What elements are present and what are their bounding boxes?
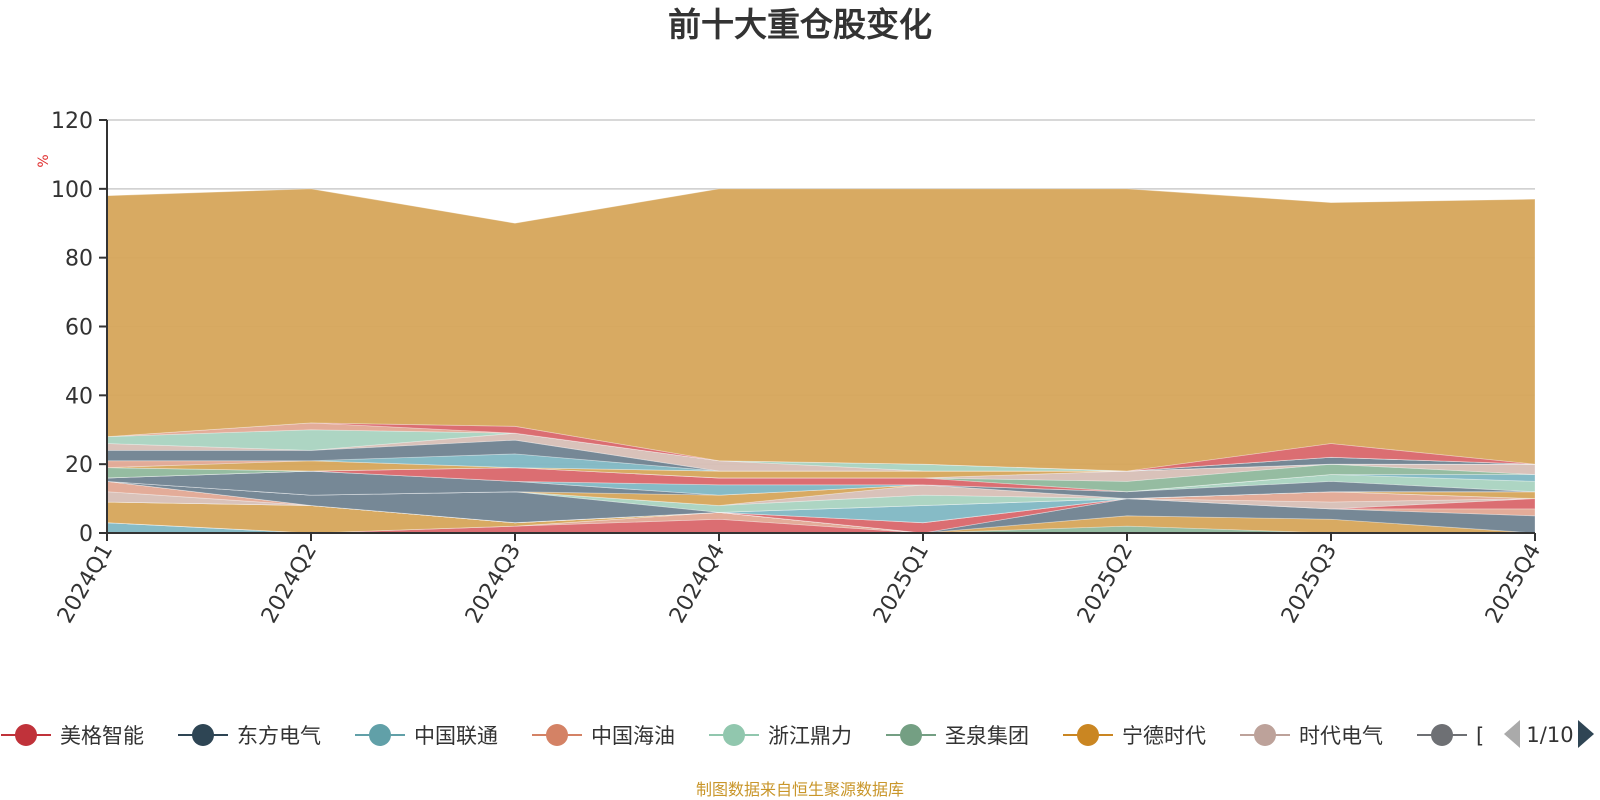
legend-item-2[interactable]: 中国联通 [355, 724, 498, 748]
x-tick-label-2025Q2: 2025Q2 [1073, 540, 1138, 628]
legend-marker-icon [1254, 724, 1276, 746]
legend-label: 美格智能 [60, 724, 144, 748]
y-tick-label-120: 120 [51, 109, 93, 134]
x-tick-label-2025Q3: 2025Q3 [1277, 540, 1342, 628]
x-tick-label-2025Q1: 2025Q1 [869, 540, 934, 628]
y-tick-label-40: 40 [65, 384, 93, 409]
area-series-18 [106, 470, 1536, 496]
chart-title: 前十大重仓股变化 [668, 5, 932, 44]
legend-item-5[interactable]: 圣泉集团 [886, 724, 1029, 748]
area-series-27 [106, 429, 1536, 472]
area-series-14 [106, 480, 1535, 506]
legend-marker-icon [1431, 724, 1453, 746]
area-series-6 [106, 498, 1536, 534]
area-series-30 [106, 188, 1536, 472]
legend-marker-icon [369, 724, 391, 746]
legend-label: 时代电气 [1299, 724, 1383, 748]
area-series-12 [106, 480, 1535, 524]
y-tick-label-60: 60 [65, 316, 93, 341]
legend-marker-icon [192, 724, 214, 746]
legend-label: 圣泉集团 [945, 724, 1029, 748]
x-tick-label-2025Q4: 2025Q4 [1481, 540, 1546, 628]
y-axis-unit-label: % [36, 154, 52, 167]
data-source-note: 制图数据来自恒生聚源数据库 [696, 780, 904, 799]
legend-page-indicator: 1/10 [1526, 723, 1573, 747]
legend-label: 浙江鼎力 [768, 724, 852, 748]
legend-marker-icon [15, 724, 37, 746]
x-tick-label-2024Q1: 2024Q1 [53, 540, 118, 628]
legend: 美格智能 东方电气 中国联通 中国海油 浙江鼎力 圣泉集团 宁德时代 时代电气 [ [1, 724, 1484, 748]
area-series-7 [106, 498, 1536, 534]
x-tick-label-2024Q2: 2024Q2 [257, 540, 322, 628]
x-tick-label-2024Q3: 2024Q3 [461, 540, 526, 628]
area-series-5 [106, 498, 1536, 534]
area-series-13 [106, 480, 1535, 513]
area-series-group [106, 188, 1536, 534]
y-tick-label-20: 20 [65, 453, 93, 478]
legend-label: 东方电气 [237, 724, 321, 748]
x-tick-label-2024Q4: 2024Q4 [665, 540, 730, 628]
legend-marker-icon [1077, 724, 1099, 746]
legend-next-page-arrow-icon[interactable] [1578, 720, 1594, 748]
area-series-9 [106, 480, 1536, 524]
area-series-16 [106, 470, 1536, 499]
area-series-11 [106, 480, 1536, 524]
legend-item-4[interactable]: 浙江鼎力 [709, 724, 852, 748]
legend-item-1[interactable]: 东方电气 [178, 724, 321, 748]
legend-pager: 1/10 [1504, 720, 1594, 748]
legend-item-6[interactable]: 宁德时代 [1063, 724, 1206, 748]
y-axis-tick-labels: 0 20 40 60 80 100 120 [51, 109, 93, 547]
y-tick-label-0: 0 [79, 522, 93, 547]
legend-item-3[interactable]: 中国海油 [532, 724, 675, 748]
y-tick-label-100: 100 [51, 178, 93, 203]
x-axis-tick-labels: 2024Q1 2024Q2 2024Q3 2024Q4 2025Q1 2025Q2 2025… [53, 540, 1546, 628]
legend-label: [ [1476, 724, 1484, 748]
legend-label: 宁德时代 [1122, 724, 1206, 748]
y-tick-label-80: 80 [65, 247, 93, 272]
legend-item-0[interactable]: 美格智能 [1, 724, 144, 748]
area-series-17 [106, 470, 1536, 496]
legend-item-7[interactable]: 时代电气 [1240, 724, 1383, 748]
axes [99, 119, 1536, 541]
legend-label: 中国海油 [591, 724, 675, 748]
area-series-26 [106, 432, 1536, 472]
area-series-24 [107, 453, 1535, 472]
legend-marker-icon [546, 724, 568, 746]
legend-item-8[interactable]: [ [1417, 724, 1484, 748]
legend-label: 中国联通 [414, 724, 498, 748]
legend-prev-page-arrow-icon[interactable] [1504, 720, 1520, 748]
area-series-3 [106, 511, 1535, 534]
area-series-15 [106, 480, 1535, 506]
legend-marker-icon [900, 724, 922, 746]
legend-marker-icon [723, 724, 745, 746]
